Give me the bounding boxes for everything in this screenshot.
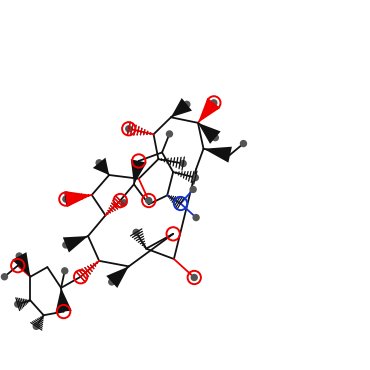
Circle shape bbox=[192, 174, 199, 181]
Circle shape bbox=[189, 186, 197, 193]
Circle shape bbox=[212, 134, 219, 141]
Circle shape bbox=[179, 160, 187, 167]
Circle shape bbox=[132, 229, 140, 236]
Circle shape bbox=[145, 197, 152, 204]
Polygon shape bbox=[93, 158, 109, 175]
Circle shape bbox=[1, 273, 8, 280]
Polygon shape bbox=[63, 236, 88, 252]
Circle shape bbox=[14, 300, 21, 308]
Polygon shape bbox=[198, 98, 220, 123]
Circle shape bbox=[191, 274, 198, 281]
Circle shape bbox=[183, 101, 191, 108]
Circle shape bbox=[33, 323, 40, 330]
Polygon shape bbox=[198, 123, 221, 144]
Circle shape bbox=[61, 267, 68, 275]
Polygon shape bbox=[131, 159, 147, 184]
Circle shape bbox=[120, 199, 128, 206]
Circle shape bbox=[240, 140, 247, 147]
Circle shape bbox=[125, 125, 132, 132]
Circle shape bbox=[166, 130, 173, 138]
Polygon shape bbox=[204, 147, 232, 162]
Circle shape bbox=[210, 99, 218, 107]
Polygon shape bbox=[12, 252, 30, 277]
Circle shape bbox=[95, 159, 103, 166]
Polygon shape bbox=[171, 98, 192, 117]
Circle shape bbox=[62, 241, 70, 249]
Polygon shape bbox=[106, 266, 129, 288]
Circle shape bbox=[192, 214, 200, 221]
Circle shape bbox=[62, 195, 70, 203]
Polygon shape bbox=[65, 191, 92, 207]
Circle shape bbox=[16, 252, 23, 260]
Polygon shape bbox=[56, 288, 72, 312]
Circle shape bbox=[108, 278, 115, 286]
